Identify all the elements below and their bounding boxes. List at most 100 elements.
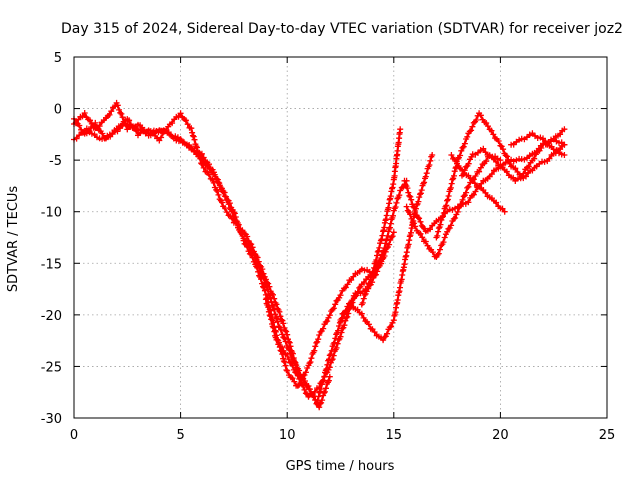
data-point (291, 378, 298, 385)
data-point (371, 329, 378, 335)
data-point (408, 215, 415, 222)
data-point (423, 170, 430, 177)
data-point (464, 133, 471, 140)
data-point (350, 273, 357, 280)
data-point (255, 258, 262, 265)
data-point (465, 183, 472, 190)
data-point (229, 215, 236, 222)
data-point (407, 193, 414, 200)
data-point (311, 347, 318, 354)
data-point (221, 193, 228, 200)
data-point (402, 181, 409, 188)
data-point (285, 356, 292, 363)
series-arc10 (448, 152, 508, 215)
data-point (338, 329, 345, 336)
data-point (541, 158, 548, 165)
data-point (271, 295, 278, 302)
data-point (383, 237, 390, 244)
data-point (435, 225, 442, 232)
data-point (422, 173, 429, 180)
data-point (457, 152, 464, 159)
data-point (335, 327, 342, 334)
data-point (184, 121, 191, 128)
data-point (194, 144, 200, 151)
data-point (429, 152, 436, 158)
data-point (114, 102, 121, 109)
data-point (85, 127, 92, 134)
y-tick-label: -10 (41, 206, 62, 221)
data-point (417, 191, 423, 198)
data-point (333, 297, 340, 304)
data-point (319, 397, 326, 404)
data-point (282, 362, 289, 369)
data-point (450, 215, 457, 222)
data-point (465, 199, 472, 206)
data-point (392, 204, 399, 210)
series-arc12 (508, 130, 568, 158)
data-point (387, 220, 394, 227)
data-point (440, 239, 447, 246)
data-point (265, 280, 272, 287)
data-point (229, 208, 236, 215)
data-point (417, 190, 424, 197)
data-point (524, 155, 530, 162)
data-point (317, 328, 324, 335)
y-tick-label: -30 (41, 412, 62, 427)
data-point (211, 171, 218, 178)
data-point (118, 110, 125, 117)
data-point (224, 197, 231, 204)
data-point (321, 390, 327, 396)
data-point (262, 296, 269, 303)
data-point (403, 203, 410, 210)
data-point (137, 129, 144, 136)
data-point (290, 355, 297, 361)
data-point (546, 155, 553, 162)
data-point (525, 163, 532, 170)
data-point (268, 290, 275, 297)
data-point (488, 171, 495, 178)
data-point (194, 148, 201, 155)
data-point (333, 344, 340, 351)
data-point (341, 311, 348, 318)
data-point (275, 323, 282, 330)
x-axis-title: GPS time / hours (286, 459, 395, 474)
data-point (482, 189, 489, 196)
data-point (410, 203, 417, 210)
data-point (285, 338, 292, 345)
data-point (341, 322, 348, 329)
data-point (381, 245, 388, 252)
data-point (378, 236, 385, 243)
data-point (460, 171, 467, 178)
data-point (359, 299, 366, 306)
data-point (444, 197, 451, 204)
data-point (374, 260, 381, 267)
data-point (414, 214, 421, 221)
data-point (330, 352, 337, 359)
data-point (249, 244, 256, 251)
data-point (318, 399, 325, 406)
data-point (483, 120, 490, 126)
data-point (360, 314, 367, 321)
data-point (214, 178, 221, 185)
data-point (135, 132, 141, 139)
data-point (302, 369, 309, 376)
data-point (533, 163, 540, 170)
data-point (372, 265, 379, 272)
plot-frame (73, 56, 608, 419)
data-point (429, 249, 436, 256)
data-point (387, 224, 393, 231)
data-point (222, 205, 228, 211)
data-point (260, 270, 267, 277)
x-tick-label: 0 (70, 428, 78, 443)
data-point (296, 376, 303, 382)
data-point (460, 143, 467, 150)
data-point (271, 328, 278, 335)
data-point (444, 228, 451, 235)
data-point (465, 160, 472, 167)
data-point (272, 314, 279, 321)
data-point (265, 308, 272, 315)
data-point (76, 122, 83, 129)
x-tick-label: 10 (279, 428, 296, 443)
data-point (440, 213, 446, 220)
data-point (561, 126, 568, 133)
